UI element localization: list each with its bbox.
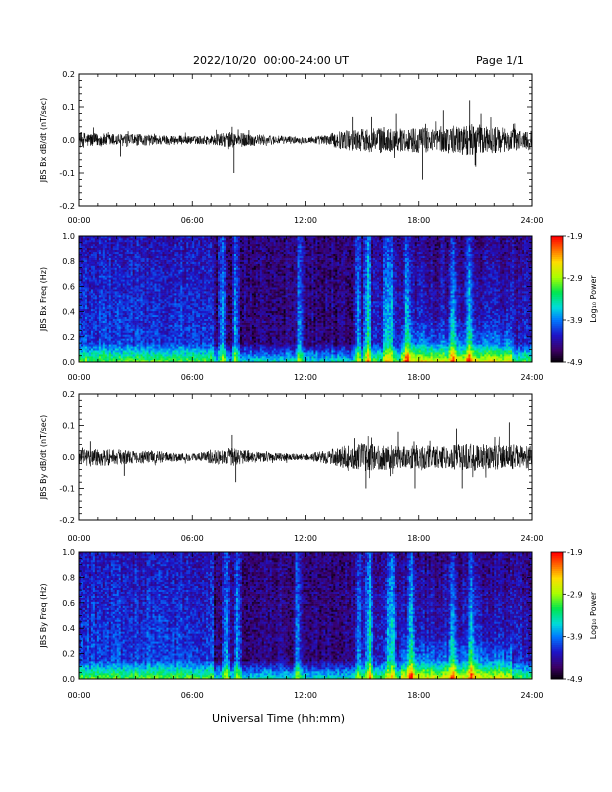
y-tick-label: 0.0 — [62, 675, 75, 684]
x-tick-label: 06:00 — [181, 373, 204, 382]
x-tick-label: 00:00 — [67, 691, 90, 700]
y-tick-label: 0.2 — [62, 70, 75, 79]
colorbar-label: Log₁₀ Power — [589, 591, 598, 639]
y-tick-label: -0.2 — [59, 202, 75, 211]
colorbar-label: Log₁₀ Power — [589, 275, 598, 323]
x-tick-label: 00:00 — [67, 373, 90, 382]
y-tick-label: 0.1 — [62, 422, 75, 431]
y-tick-label: 0.4 — [62, 624, 75, 633]
y-tick-label: 0.2 — [62, 390, 75, 399]
y-axis-label: JBS By Freq (Hz) — [39, 583, 48, 648]
y-tick-label: 1.0 — [62, 232, 75, 241]
colorbar-tick-label: -3.9 — [567, 316, 583, 325]
x-tick-label: 06:00 — [181, 534, 204, 543]
y-tick-label: -0.1 — [59, 485, 75, 494]
y-tick-label: 0.4 — [62, 308, 75, 317]
y-axis-label: JBS By dB/dt (nT/sec) — [39, 415, 48, 501]
x-tick-label: 00:00 — [67, 216, 90, 225]
timeseries-panel-2 — [79, 394, 532, 520]
y-tick-label: 0.8 — [62, 573, 75, 582]
y-tick-label: 1.0 — [62, 548, 75, 557]
colorbar — [551, 552, 566, 679]
colorbar-tick-label: -3.9 — [567, 633, 583, 642]
y-tick-label: 0.0 — [62, 136, 75, 145]
x-tick-label: 24:00 — [520, 691, 543, 700]
y-axis-label: JBS Bx dB/dt (nT/sec) — [39, 98, 48, 184]
y-tick-label: 0.2 — [62, 650, 75, 659]
colorbar-tick-label: -2.9 — [567, 274, 583, 283]
y-tick-label: -0.2 — [59, 516, 75, 525]
y-axis-label: JBS Bx Freq (Hz) — [39, 267, 48, 332]
x-tick-label: 12:00 — [294, 373, 317, 382]
y-tick-label: 0.6 — [62, 282, 75, 291]
x-tick-label: 24:00 — [520, 373, 543, 382]
spectrogram-panel-1 — [79, 236, 532, 362]
x-tick-label: 12:00 — [294, 534, 317, 543]
x-tick-label: 06:00 — [181, 216, 204, 225]
timeseries-panel-0 — [79, 74, 532, 206]
spectrogram-panel-3 — [79, 552, 532, 679]
x-tick-label: 18:00 — [407, 691, 430, 700]
y-tick-label: 0.2 — [62, 333, 75, 342]
colorbar-tick-label: -4.9 — [567, 675, 583, 684]
x-tick-label: 18:00 — [407, 373, 430, 382]
y-tick-label: 0.6 — [62, 599, 75, 608]
y-tick-label: 0.1 — [62, 103, 75, 112]
x-tick-label: 24:00 — [520, 216, 543, 225]
colorbar-tick-label: -1.9 — [567, 232, 583, 241]
colorbar — [551, 236, 566, 362]
x-tick-label: 00:00 — [67, 534, 90, 543]
y-tick-label: 0.0 — [62, 453, 75, 462]
colorbar-tick-label: -4.9 — [567, 358, 583, 367]
data-trace — [79, 117, 532, 167]
y-tick-label: -0.1 — [59, 169, 75, 178]
x-tick-label: 12:00 — [294, 691, 317, 700]
x-tick-label: 24:00 — [520, 534, 543, 543]
y-tick-label: 0.0 — [62, 358, 75, 367]
data-trace — [79, 436, 532, 478]
x-tick-label: 06:00 — [181, 691, 204, 700]
x-tick-label: 18:00 — [407, 534, 430, 543]
x-tick-label: 18:00 — [407, 216, 430, 225]
y-tick-label: 0.8 — [62, 257, 75, 266]
colorbar-tick-label: -1.9 — [567, 548, 583, 557]
colorbar-tick-label: -2.9 — [567, 590, 583, 599]
x-tick-label: 12:00 — [294, 216, 317, 225]
